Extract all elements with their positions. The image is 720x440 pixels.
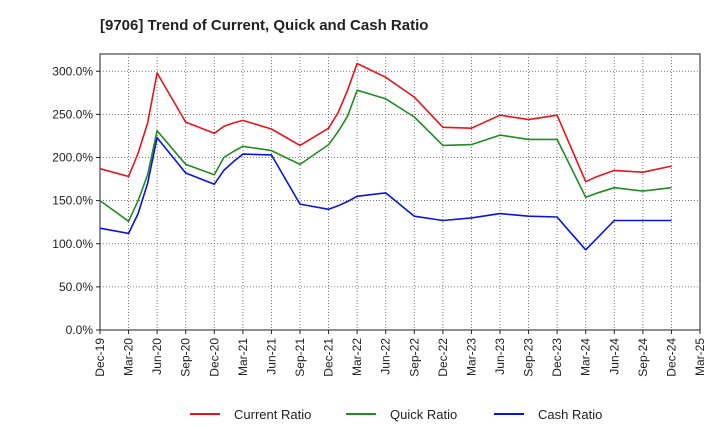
legend: Current Ratio Quick Ratio Cash Ratio — [190, 407, 602, 422]
plot-area — [99, 53, 701, 331]
legend-label: Quick Ratio — [390, 407, 457, 422]
x-tick-label: Sep-22 — [407, 338, 421, 377]
x-tick-label: Dec-22 — [436, 338, 450, 377]
x-tick-label: Jun-21 — [264, 338, 278, 375]
series-line-current-ratio — [99, 62, 672, 183]
x-tick-label: Dec-21 — [322, 338, 336, 377]
x-tick-label: Sep-24 — [636, 338, 650, 377]
x-tick-label: Jun-20 — [150, 338, 164, 375]
chart-title: [9706] Trend of Current, Quick and Cash … — [100, 17, 428, 34]
y-tick-label: 250.0% — [52, 107, 93, 121]
x-tick-label: Sep-21 — [293, 338, 307, 377]
y-tick-label: 200.0% — [52, 151, 93, 165]
y-tick-label: 50.0% — [59, 280, 93, 294]
x-tick-label: Mar-23 — [464, 338, 478, 376]
x-tick-label: Dec-19 — [93, 338, 107, 377]
series-lines — [99, 62, 672, 251]
y-tick-label: 150.0% — [52, 194, 93, 208]
y-tick-label: 0.0% — [66, 323, 94, 337]
x-tick-label: Dec-24 — [664, 338, 678, 377]
grid — [100, 54, 700, 330]
x-tick-label: Mar-24 — [579, 338, 593, 376]
x-tick-label: Mar-20 — [122, 338, 136, 376]
x-tick-label: Dec-23 — [550, 338, 564, 377]
x-tick-label: Mar-22 — [350, 338, 364, 376]
x-tick-label: Mar-25 — [693, 338, 707, 376]
x-tick-label: Jun-22 — [379, 338, 393, 375]
series-line-quick-ratio — [99, 89, 672, 223]
legend-label: Cash Ratio — [538, 407, 602, 422]
x-tick-label: Jun-23 — [493, 338, 507, 375]
x-tick-label: Sep-23 — [522, 338, 536, 377]
x-tick-label: Sep-20 — [179, 338, 193, 377]
x-axis: Dec-19 Mar-20 Jun-20 Sep-20 Dec-20 Mar-21 Jun-… — [93, 330, 707, 377]
y-axis: 0.0% 50.0% 100.0% 150.0% 200.0% 250.0% 300.0% — [52, 64, 100, 337]
x-tick-label: Mar-21 — [236, 338, 250, 376]
x-tick-label: Dec-20 — [207, 338, 221, 377]
y-tick-label: 100.0% — [52, 237, 93, 251]
y-tick-label: 300.0% — [52, 64, 93, 78]
series-line-cash-ratio — [99, 136, 672, 251]
legend-label: Current Ratio — [234, 407, 311, 422]
x-tick-label: Jun-24 — [607, 338, 621, 375]
